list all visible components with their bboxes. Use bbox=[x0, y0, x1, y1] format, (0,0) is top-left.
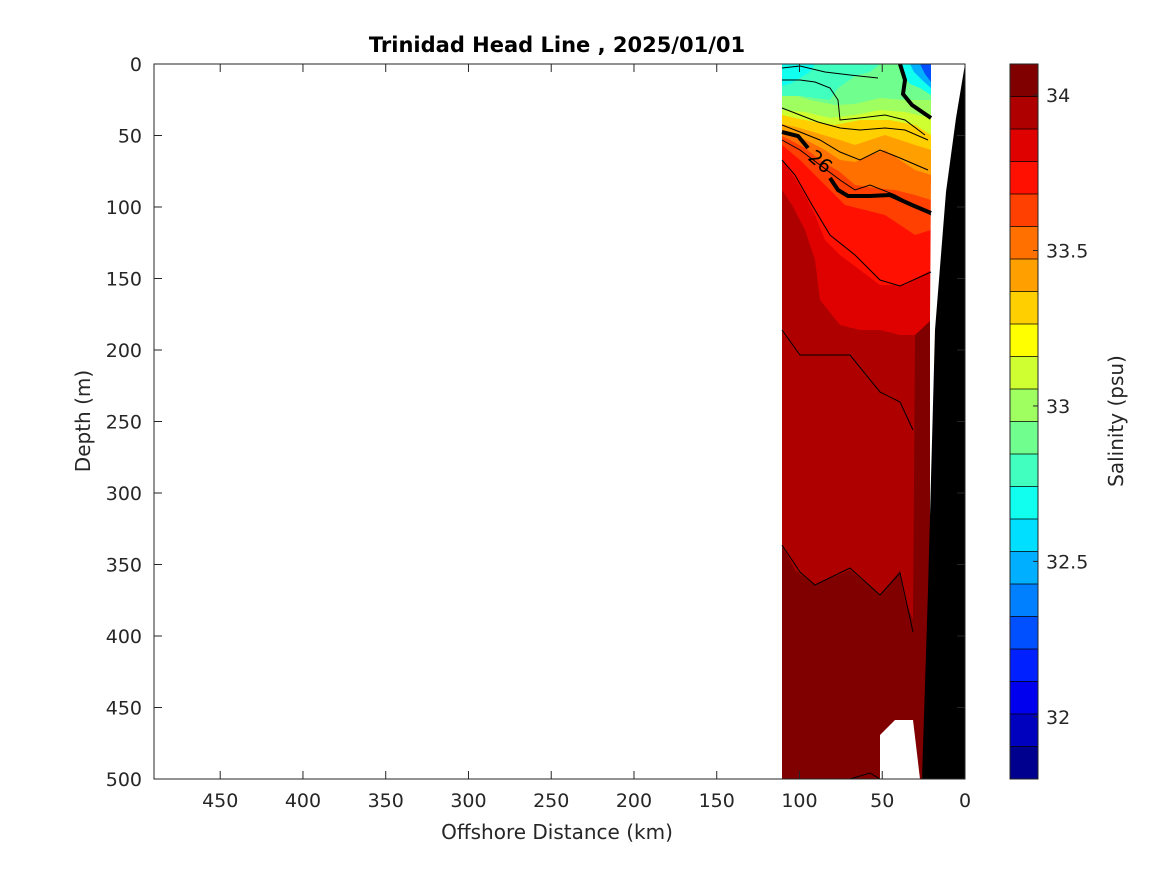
x-axis: 450 400 350 300 250 200 150 100 50 0 bbox=[202, 64, 971, 812]
colorbar-label: Salinity (psu) bbox=[1104, 355, 1128, 487]
no-data-gap-bottom bbox=[880, 720, 920, 779]
x-axis-label: Offshore Distance (km) bbox=[441, 820, 673, 844]
y-tick-label: 100 bbox=[106, 197, 142, 219]
colorbar-swatch bbox=[1010, 454, 1038, 487]
x-tick-label: 250 bbox=[533, 790, 569, 812]
colorbar-tick-label: 34 bbox=[1046, 85, 1070, 107]
y-tick-label: 50 bbox=[118, 126, 142, 148]
colorbar-swatch bbox=[1010, 64, 1038, 97]
colorbar-tick-label: 33.5 bbox=[1046, 241, 1088, 263]
colorbar-tick-label: 32 bbox=[1046, 707, 1070, 729]
x-tick-label: 50 bbox=[870, 790, 894, 812]
x-tick-label: 0 bbox=[959, 790, 971, 812]
chart-title: Trinidad Head Line , 2025/01/01 bbox=[369, 33, 745, 57]
colorbar-swatch bbox=[1010, 616, 1038, 649]
colorbar-swatch bbox=[1010, 324, 1038, 357]
colorbar-swatch bbox=[1010, 389, 1038, 422]
colorbar-swatch bbox=[1010, 519, 1038, 552]
colorbar-swatch bbox=[1010, 161, 1038, 194]
colorbar-swatch bbox=[1010, 129, 1038, 162]
y-tick-label: 250 bbox=[106, 412, 142, 434]
section-fill bbox=[781, 64, 965, 779]
colorbar-swatch bbox=[1010, 486, 1038, 519]
colorbar-swatch bbox=[1010, 421, 1038, 454]
colorbar-tick-label: 32.5 bbox=[1046, 551, 1088, 573]
colorbar-swatch bbox=[1010, 356, 1038, 389]
x-tick-label: 400 bbox=[285, 790, 321, 812]
y-tick-label: 400 bbox=[106, 626, 142, 648]
y-axis-label: Depth (m) bbox=[71, 370, 95, 472]
colorbar-swatch bbox=[1010, 226, 1038, 259]
colorbar-swatch bbox=[1010, 96, 1038, 129]
x-tick-label: 200 bbox=[616, 790, 652, 812]
colorbar-swatch bbox=[1010, 551, 1038, 584]
colorbar-swatch bbox=[1010, 259, 1038, 292]
x-tick-label: 450 bbox=[202, 790, 238, 812]
colorbar-swatch bbox=[1010, 714, 1038, 747]
y-tick-label: 0 bbox=[130, 54, 142, 76]
y-axis: 0 50 100 150 200 250 300 350 400 450 500 bbox=[106, 54, 965, 791]
colorbar-swatch bbox=[1010, 681, 1038, 714]
colorbar bbox=[1010, 64, 1038, 779]
colorbar-ticks: 32 32.5 33 33.5 34 bbox=[1033, 85, 1088, 729]
x-tick-label: 350 bbox=[368, 790, 404, 812]
colorbar-swatch bbox=[1010, 584, 1038, 617]
bathymetry-shelf bbox=[922, 64, 965, 779]
x-tick-label: 100 bbox=[781, 790, 817, 812]
colorbar-swatch bbox=[1010, 746, 1038, 779]
contour-lines-thick bbox=[781, 64, 933, 215]
colorbar-frame bbox=[1009, 63, 1039, 780]
y-tick-label: 150 bbox=[106, 269, 142, 291]
y-tick-label: 200 bbox=[106, 340, 142, 362]
colorbar-swatch bbox=[1010, 291, 1038, 324]
y-tick-label: 500 bbox=[106, 769, 142, 791]
y-tick-label: 350 bbox=[106, 555, 142, 577]
colorbar-swatch bbox=[1010, 194, 1038, 227]
colorbar-tick-label: 33 bbox=[1046, 396, 1070, 418]
patch-inshore-3 bbox=[920, 64, 931, 82]
y-tick-label: 300 bbox=[106, 483, 142, 505]
y-tick-label: 450 bbox=[106, 698, 142, 720]
colorbar-swatch bbox=[1010, 649, 1038, 682]
x-tick-label: 300 bbox=[450, 790, 486, 812]
x-tick-label: 150 bbox=[699, 790, 735, 812]
